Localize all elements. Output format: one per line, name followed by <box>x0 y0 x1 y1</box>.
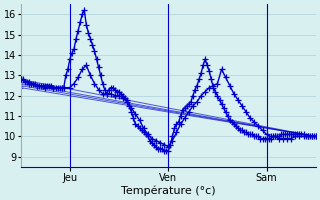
X-axis label: Température (°c): Température (°c) <box>121 185 216 196</box>
